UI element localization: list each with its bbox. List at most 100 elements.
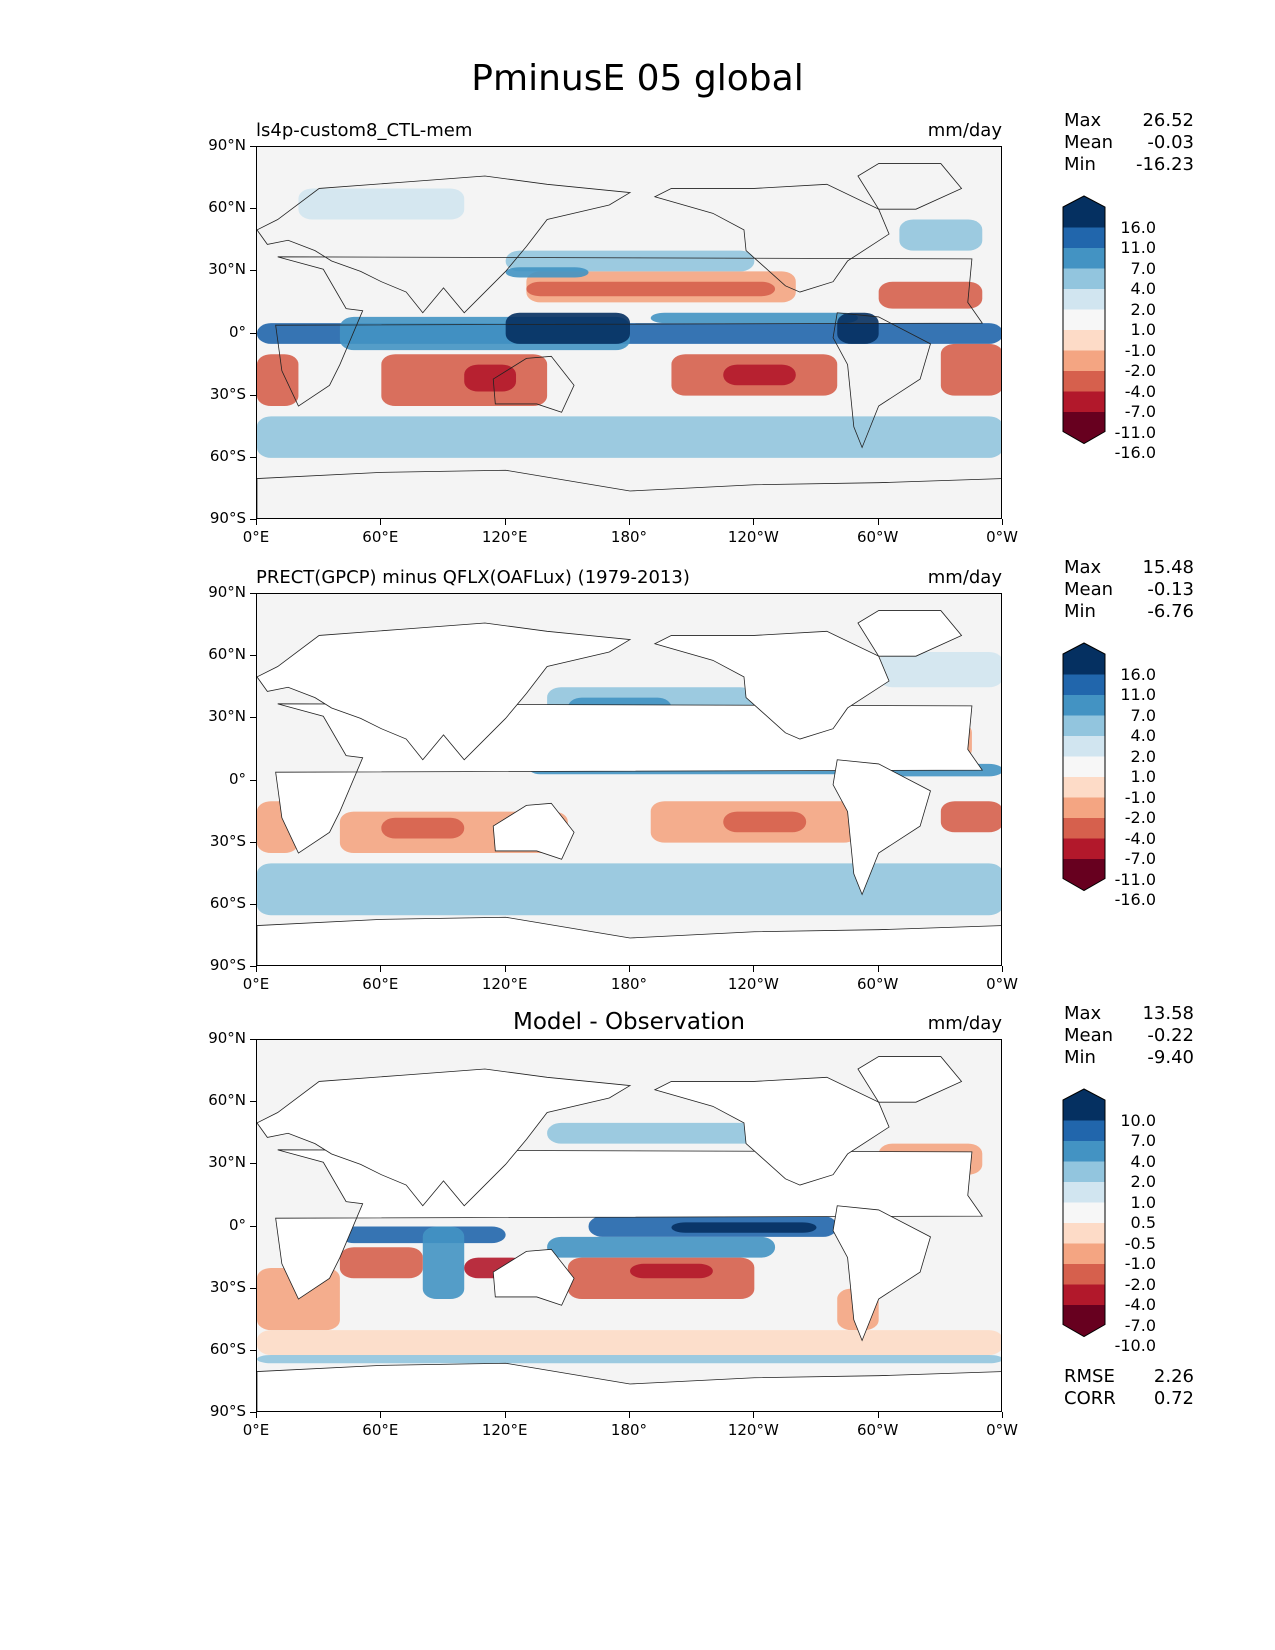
coastline (857, 163, 963, 210)
field-patch (723, 811, 807, 833)
stat-label: Max (1064, 110, 1102, 131)
colorbar-outline (1062, 1088, 1106, 1338)
lat-tick-label: 90°N (208, 1029, 246, 1047)
colorbar-swatch (1063, 1141, 1105, 1162)
field-patch (257, 416, 1001, 458)
stat-value: 26.52 (1142, 110, 1194, 131)
colorbar-label: 7.0 (1130, 705, 1156, 725)
stats-box: Max 26.52 Mean -0.03 Min -16.23 (1064, 110, 1194, 176)
colorbar-swatch (1063, 1305, 1105, 1337)
field-patch (257, 354, 299, 407)
field-patch (878, 652, 1001, 688)
tick-mark (629, 966, 630, 972)
field-patch (505, 250, 755, 272)
map-area (256, 146, 1002, 519)
colorbar-label: 2.0 (1130, 299, 1156, 319)
colorbar-swatch (1063, 1089, 1105, 1121)
map-area (256, 1039, 1002, 1412)
colorbar-swatch (1063, 643, 1105, 675)
lon-tick-label: 0°W (986, 975, 1018, 993)
figure-title: PminusE 05 global (471, 58, 804, 99)
field-patch (723, 364, 796, 386)
coastline (832, 1205, 931, 1342)
tick-mark (380, 519, 382, 525)
tick-mark (250, 1225, 256, 1227)
tick-mark (877, 519, 879, 525)
tick-mark (256, 519, 257, 525)
stat-value: -9.40 (1147, 1047, 1194, 1068)
tick-mark (250, 841, 256, 843)
colorbar-swatch (1063, 196, 1105, 228)
colorbar (1062, 1088, 1106, 1344)
stat-value: -0.22 (1147, 1025, 1194, 1046)
colorbar-label: 2.0 (1130, 746, 1156, 766)
tick-mark (1002, 1412, 1003, 1418)
colorbar-label: 4.0 (1130, 726, 1156, 745)
stat-label: Mean (1064, 1025, 1114, 1046)
colorbar-swatch (1063, 371, 1105, 392)
colorbar-swatch (1063, 391, 1105, 412)
units-label: mm/day (927, 120, 1002, 141)
contour-map (257, 610, 1001, 965)
colorbar-swatch (1063, 859, 1105, 891)
colorbar-swatch (1063, 1264, 1105, 1285)
colorbar-label: -16.0 (1114, 443, 1156, 462)
lat-tick-label: 0° (228, 1215, 246, 1234)
field-patch (381, 817, 465, 839)
colorbar-swatch (1063, 695, 1105, 716)
lon-tick-label: 0°W (986, 528, 1018, 546)
tick-mark (250, 1163, 256, 1165)
colorbar-label: 10.0 (1120, 1110, 1156, 1130)
colorbar-swatch (1063, 1202, 1105, 1223)
tick-mark (753, 1412, 755, 1418)
colorbar-swatch (1063, 1223, 1105, 1244)
stat-label: Min (1064, 601, 1096, 622)
colorbar-label: 1.0 (1130, 320, 1156, 339)
lat-tick-label: 90°S (209, 956, 246, 974)
field-patch (899, 219, 983, 251)
stat-value: 2.26 (1153, 1365, 1194, 1387)
colorbar-label: 1.0 (1130, 1192, 1156, 1212)
field-patch (257, 863, 1001, 916)
colorbar-label: -7.0 (1124, 402, 1156, 421)
units-label: mm/day (927, 567, 1002, 588)
tick-mark (380, 966, 382, 972)
colorbar-label: 0.5 (1130, 1213, 1156, 1232)
colorbar-swatch (1063, 736, 1105, 757)
lat-tick-label: 60°S (209, 893, 246, 912)
colorbar-label: -2.0 (1124, 808, 1156, 827)
tick-mark (250, 655, 256, 657)
lon-tick-label: 0°W (986, 1421, 1018, 1439)
stat-label: CORR (1064, 1387, 1116, 1409)
colorbar-swatch (1063, 330, 1105, 351)
colorbar-swatch (1063, 1182, 1105, 1203)
lon-tick-label: 60°E (362, 528, 399, 546)
tick-mark (250, 146, 256, 147)
coastline (492, 1248, 575, 1306)
stat-label: Mean (1064, 132, 1114, 153)
colorbar-label: 1.0 (1130, 767, 1156, 786)
stats-box: Max 13.58 Mean -0.22 Min -9.40 (1064, 1003, 1194, 1069)
stat-label: RMSE (1064, 1365, 1115, 1387)
tick-mark (250, 717, 256, 719)
lat-tick-label: 60°N (208, 645, 246, 664)
panel-title: ls4p-custom8_CTL-mem (256, 120, 473, 141)
stat-label: Min (1064, 154, 1096, 175)
lat-tick-label: 90°N (208, 583, 246, 601)
lat-tick-label: 30°N (208, 260, 246, 279)
stat-label: Max (1064, 1003, 1102, 1024)
field-patch (940, 801, 1001, 833)
stats-box: Max 15.48 Mean -0.13 Min -6.76 (1064, 557, 1194, 623)
contour-map (257, 1056, 1001, 1411)
tick-mark (250, 903, 256, 905)
field-patch (505, 312, 630, 344)
lon-tick-label: 120°W (727, 1421, 779, 1439)
colorbar-swatch (1063, 248, 1105, 269)
tick-mark (877, 966, 879, 972)
colorbar (1062, 195, 1106, 451)
contour-map (257, 163, 1001, 518)
coastline (492, 355, 575, 413)
coastline (857, 610, 963, 657)
colorbar-swatch (1063, 227, 1105, 248)
lon-tick-label: 180° (610, 1421, 648, 1439)
